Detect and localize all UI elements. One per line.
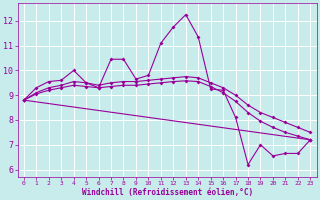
X-axis label: Windchill (Refroidissement éolien,°C): Windchill (Refroidissement éolien,°C) (82, 188, 253, 197)
